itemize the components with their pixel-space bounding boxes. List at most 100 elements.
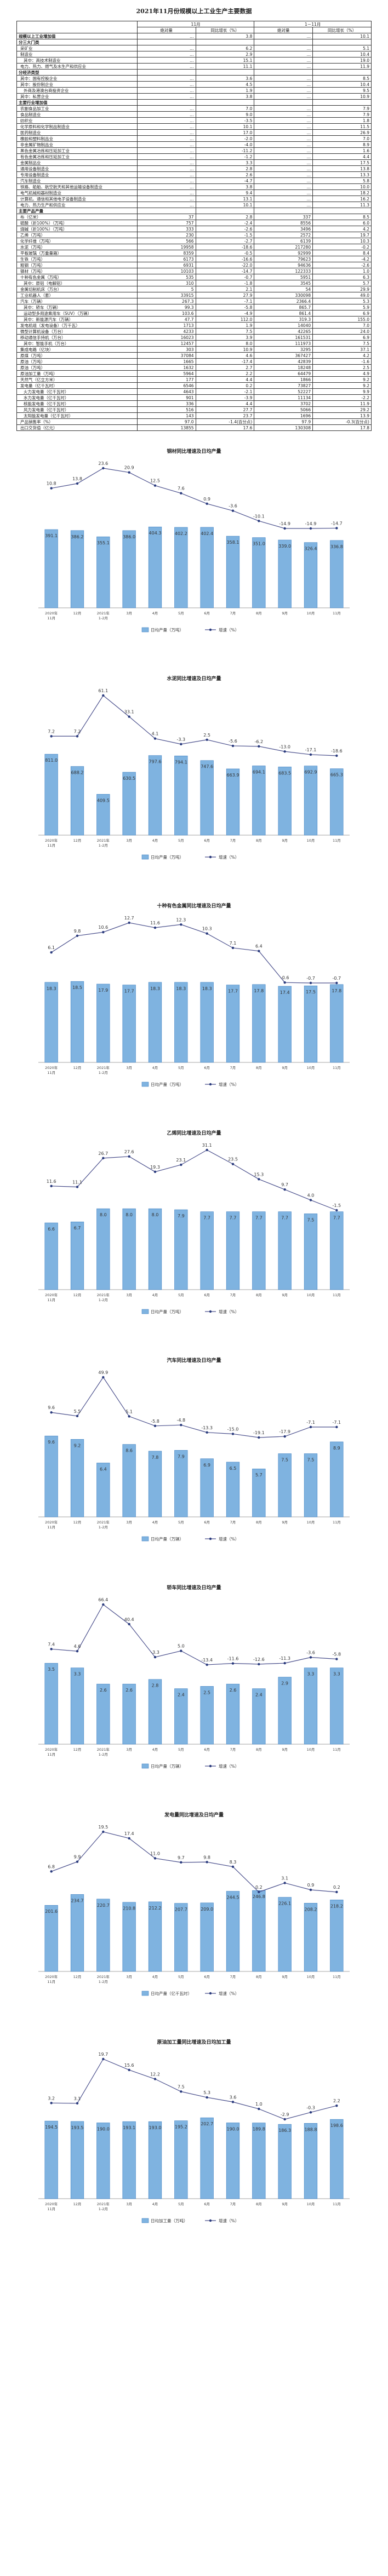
legend-bar-swatch [141,1536,149,1542]
legend-line-marker [209,1310,212,1313]
row-label: 化学纤维（万吨） [16,238,138,244]
x-tick-label: 11月 [47,1752,55,1757]
row-value: 861.4 [254,310,313,317]
row-label: 黑色金属冶炼和压延加工业 [16,147,138,154]
row-value: 337 [254,214,313,220]
row-value: 7.9 [312,105,372,112]
growth-value-label: 17.4 [124,1831,134,1836]
x-tick-label: 6月 [204,838,210,843]
bar [174,2120,188,2199]
table-row: 乙烯（万吨） 230 -1.5 2572 19.7 [16,232,372,238]
bar-value-label: 17.8 [332,988,341,993]
x-tick-label: 5月 [178,1066,184,1070]
table-row: 布（亿米） 37 2.8 337 8.5 [16,214,372,220]
bar-value-label: 18.3 [47,986,56,991]
growth-line [51,468,337,529]
growth-value-label: 0.9 [307,1883,315,1888]
growth-point [335,1890,338,1894]
row-label: 食品制造业 [16,111,138,118]
row-label: 水泥（万吨） [16,244,138,250]
row-value: -22.0 [195,262,255,268]
growth-value-label: 7.2 [48,729,55,734]
bar-value-label: 17.7 [228,989,238,994]
table-row: 其中：国有控股企业… 3.6… 8.5 [16,75,372,82]
row-value: 757 [136,220,196,226]
bar-value-label: 6.7 [74,1226,81,1231]
x-tick-label: 2021年 [97,1520,110,1525]
bar [278,1211,292,1290]
row-value: 5951 [254,274,313,280]
row-value: 18248 [254,364,313,371]
bar [226,1462,240,1517]
row-value: 97.9 [254,418,313,425]
growth-value-label: 3.1 [74,2096,81,2101]
x-tick-label: 11月 [47,1298,55,1302]
growth-point [309,1888,312,1891]
row-value: 11134 [254,394,313,401]
bar [226,536,240,608]
bar-value-label: 402.2 [175,531,187,536]
bar [70,766,84,836]
legend-bar-swatch [141,1991,149,1996]
chart-svg: 乙烯同比增速及日均产量6.62020年11月6.712月8.02021年1-2月… [38,1130,350,1314]
growth-point [76,934,79,938]
row-value: 8.9 [312,141,372,148]
table-row: 专用设备制造业… 2.6… 13.3 [16,171,372,178]
growth-value-label: 6.1 [48,945,55,950]
bar-value-label: 209.0 [201,1907,213,1912]
table-row: 电力、热力、燃气及水生产和供应业… 11.1… 11.9 [16,63,372,70]
bar-value-label: 2.6 [230,1688,237,1693]
bar-value-label: 7.7 [203,1216,210,1221]
row-value: -1.6 [312,358,372,365]
bar [252,1211,266,1290]
bar [304,766,318,836]
growth-point [50,1648,53,1651]
bar-value-label: 3.3 [333,1672,340,1677]
bar-value-label: 797.6 [149,760,162,764]
growth-point [231,1662,235,1665]
legend-line-marker [209,2219,212,2222]
table-row: 分三大门类 [16,39,372,45]
x-tick-label: 2020年 [45,2201,58,2206]
row-value: 303 [136,346,196,353]
row-value: 5.8 [312,177,372,184]
x-tick-label: 7月 [230,1293,236,1297]
x-tick-label: 12月 [73,1747,82,1752]
growth-value-label: 19.5 [98,1825,108,1830]
x-tick-label: 11月 [333,838,341,843]
row-value: 2.9 [195,51,255,58]
bar-value-label: 7.7 [333,1216,340,1221]
header-yoy: 同比增长（%） [312,27,372,33]
bar-value-label: 195.2 [175,2125,187,2130]
bar-value-label: 220.7 [97,1903,110,1908]
table-row: 外商及港澳台商投资企业… 1.9… 9.5 [16,87,372,94]
row-label: 原煤（万吨） [16,352,138,359]
growth-point [128,1623,130,1626]
row-value: … [254,183,313,190]
row-value: … [136,141,196,148]
growth-value-label: -15.0 [227,1427,239,1431]
x-tick-label: 2020年 [45,1974,58,1979]
row-value: 9.2 [312,382,372,389]
growth-point [335,1209,338,1212]
bar-value-label: 351.0 [253,542,265,547]
growth-point [283,1882,286,1884]
row-label: 化学原料和化学制品制造业 [16,123,138,130]
x-tick-label: 6月 [204,611,210,616]
table-row: 通用设备制造业… 2.8… 13.8 [16,165,372,172]
row-value: 64479 [254,370,313,377]
growth-point [258,1890,260,1894]
row-label: 十种有色金属（万吨） [16,274,138,280]
growth-point [76,482,79,485]
bar-value-label: 355.1 [97,540,110,545]
table-row: 移动通信手持机（万台） 16023 3.9 161531 6.9 [16,334,372,341]
table-row: 生铁（万吨） 6173 -16.6 79623 -4.2 [16,256,372,262]
table-row: 原油（万吨） 1665 -17.4 42839 -1.6 [16,358,372,365]
bar-value-label: 201.6 [45,1909,58,1914]
row-value: 42265 [254,328,313,335]
bar [44,2120,58,2199]
growth-value-label: 49.9 [98,1370,108,1375]
row-value: 3295 [254,346,313,353]
bar-value-label: 663.9 [227,773,239,778]
row-value: 19.7 [312,232,372,238]
